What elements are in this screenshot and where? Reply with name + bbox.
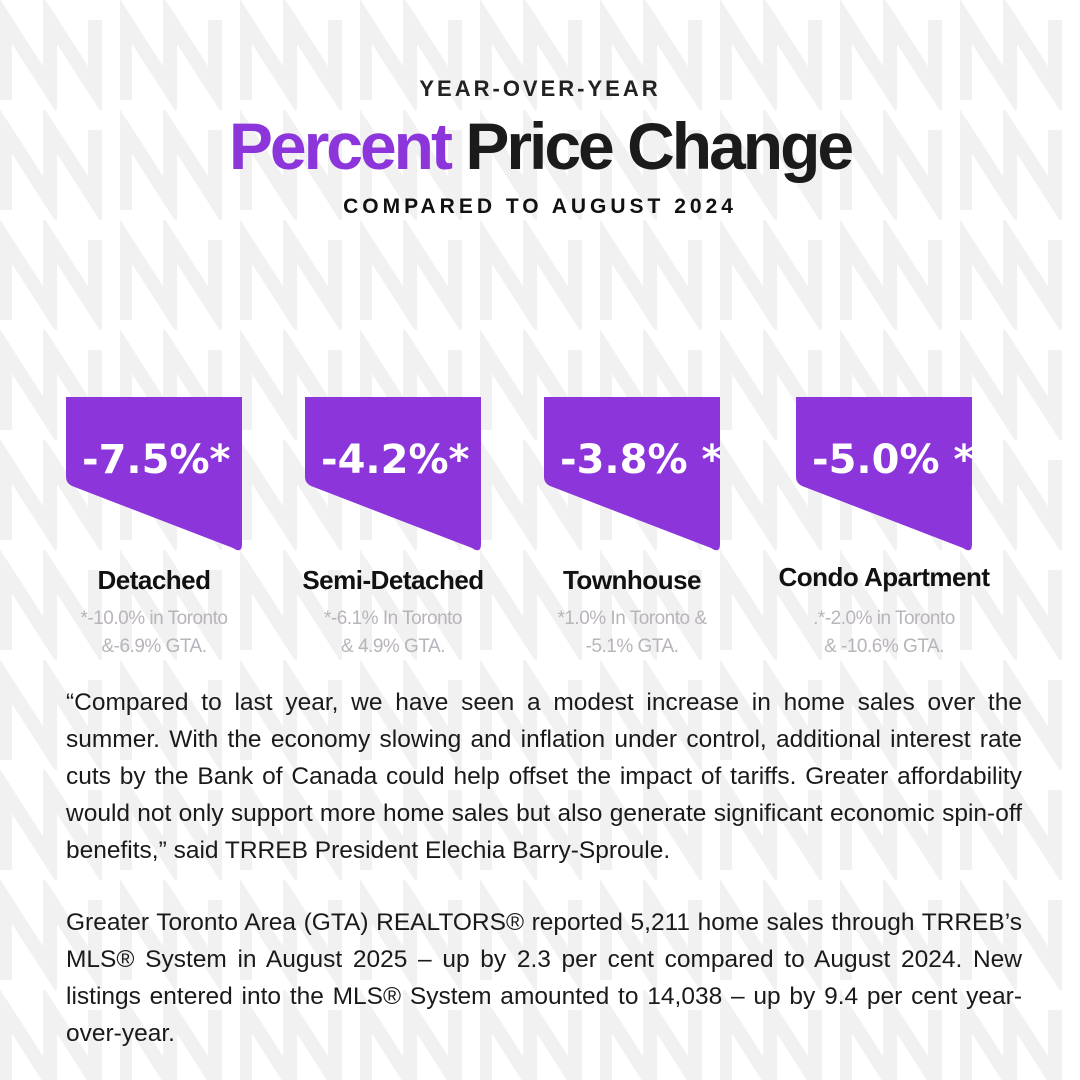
property-type-label: Townhouse bbox=[562, 565, 702, 595]
subtitle: COMPARED TO AUGUST 2024 bbox=[343, 195, 737, 218]
kicker-text: YEAR-OVER-YEAR bbox=[419, 76, 661, 101]
value-badge: -3.8% * bbox=[544, 397, 720, 552]
footnote-line: &-6.9% GTA. bbox=[101, 636, 207, 657]
card-condo-apartment: -5.0% * Condo Apartment .*-2.0% in Toron… bbox=[778, 397, 990, 657]
percent-value: -3.8% * bbox=[560, 437, 720, 483]
page-title: Percent Price Change bbox=[0, 108, 1080, 184]
value-badge: -5.0% * bbox=[796, 397, 972, 552]
footnote-line: & 4.9% GTA. bbox=[341, 636, 445, 657]
title-rest: Price Change bbox=[465, 109, 854, 183]
card-townhouse: -3.8% * Townhouse *1.0% In Toronto & -5.1… bbox=[544, 397, 720, 657]
footnote: .*-2.0% in Toronto & -10.6% GTA. bbox=[756, 605, 1012, 661]
footnote-line: & -10.6% GTA. bbox=[824, 636, 944, 657]
percent-value: -7.5%* bbox=[82, 437, 231, 483]
footnote-line: .*-2.0% in Toronto bbox=[813, 608, 955, 629]
stats-paragraph: Greater Toronto Area (GTA) REALTORS® rep… bbox=[66, 909, 1022, 1047]
footnote: *1.0% In Toronto & -5.1% GTA. bbox=[504, 605, 760, 661]
property-type-label: Semi-Detached bbox=[302, 565, 484, 595]
percent-value: -4.2%* bbox=[321, 437, 470, 483]
title-accent: Percent bbox=[228, 109, 453, 183]
footnote-line: *-6.1% In Toronto bbox=[324, 608, 462, 629]
footnote-line: -5.1% GTA. bbox=[585, 636, 679, 657]
value-badge: -4.2%* bbox=[305, 397, 481, 552]
footnote: *-10.0% in Toronto &-6.9% GTA. bbox=[26, 605, 282, 661]
footnote: *-6.1% In Toronto & 4.9% GTA. bbox=[265, 605, 521, 661]
card-semi-detached: -4.2%* Semi-Detached *-6.1% In Toronto & … bbox=[302, 397, 484, 657]
property-type-label: Detached bbox=[97, 565, 211, 595]
property-type-label: Condo Apartment bbox=[778, 562, 990, 592]
card-detached: -7.5%* Detached *-10.0% in Toronto &-6.9%… bbox=[66, 397, 242, 657]
footnote-line: *1.0% In Toronto & bbox=[557, 608, 707, 629]
value-badge: -7.5%* bbox=[66, 397, 242, 552]
quote-paragraph: “Compared to last year, we have seen a m… bbox=[66, 689, 1022, 864]
percent-value: -5.0% * bbox=[812, 437, 972, 483]
footnote-line: *-10.0% in Toronto bbox=[80, 608, 228, 629]
